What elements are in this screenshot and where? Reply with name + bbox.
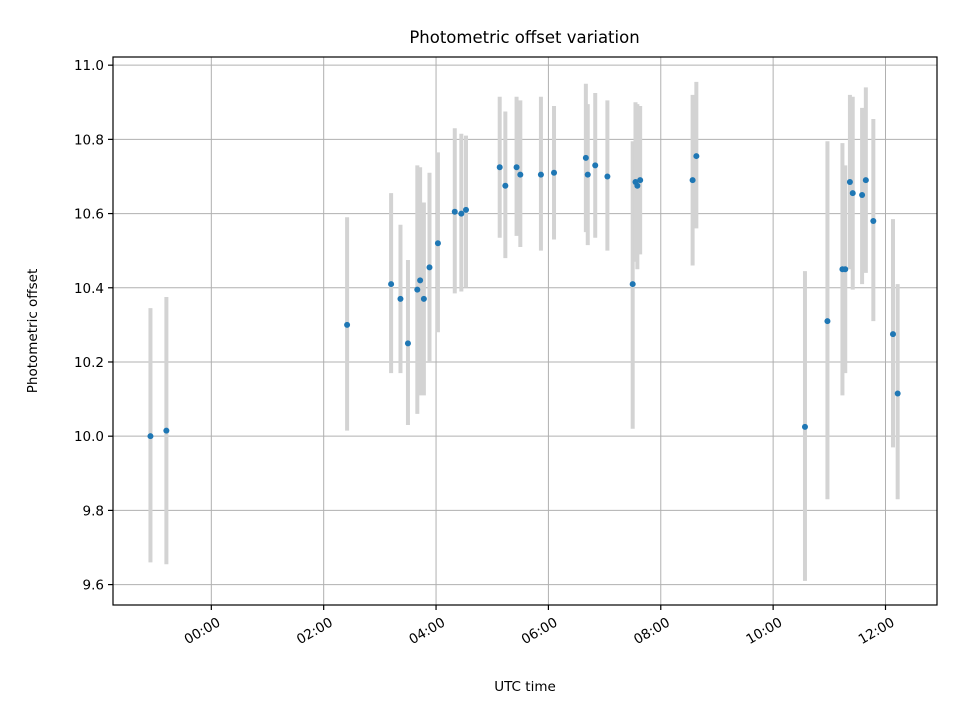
y-axis-label: Photometric offset bbox=[25, 269, 41, 393]
data-point bbox=[496, 164, 503, 171]
data-point bbox=[551, 169, 558, 176]
data-point bbox=[889, 331, 896, 338]
data-points bbox=[147, 153, 901, 440]
data-point bbox=[537, 171, 544, 178]
y-tick-label: 10.4 bbox=[74, 281, 104, 297]
data-point bbox=[420, 295, 427, 302]
data-point bbox=[846, 179, 853, 186]
data-point bbox=[862, 177, 869, 184]
y-tick-label: 9.8 bbox=[83, 503, 104, 519]
data-point bbox=[842, 266, 849, 273]
data-point bbox=[414, 286, 421, 293]
data-point bbox=[502, 182, 509, 189]
data-point bbox=[513, 164, 520, 171]
data-point bbox=[894, 390, 901, 397]
data-point bbox=[434, 240, 441, 247]
data-point bbox=[849, 190, 856, 197]
data-point bbox=[634, 182, 641, 189]
data-point bbox=[637, 177, 644, 184]
grid-lines bbox=[113, 57, 937, 605]
y-axis-ticks: 9.6 9.8 10.0 10.2 10.4 10.6 10.8 11.0 bbox=[74, 58, 113, 594]
data-point bbox=[163, 427, 170, 434]
data-point bbox=[582, 154, 589, 161]
data-point bbox=[693, 153, 700, 160]
data-point bbox=[397, 295, 404, 302]
y-tick-label: 10.6 bbox=[74, 207, 104, 223]
data-point bbox=[801, 423, 808, 430]
data-point bbox=[344, 321, 351, 328]
data-point bbox=[689, 177, 696, 184]
data-point bbox=[388, 281, 395, 288]
y-tick-label: 10.0 bbox=[74, 429, 104, 445]
plot-frame bbox=[112, 56, 938, 606]
data-point bbox=[517, 171, 524, 178]
data-point bbox=[426, 264, 433, 271]
y-tick-label: 10.2 bbox=[74, 355, 104, 371]
y-tick-label: 9.6 bbox=[83, 578, 104, 594]
data-point bbox=[584, 171, 591, 178]
data-point bbox=[147, 433, 154, 440]
data-point bbox=[463, 206, 470, 213]
data-point bbox=[859, 192, 866, 199]
data-point bbox=[458, 210, 465, 217]
data-point bbox=[629, 281, 636, 288]
data-point bbox=[404, 340, 411, 347]
data-point bbox=[870, 217, 877, 224]
data-point bbox=[417, 277, 424, 284]
chart-title: Photometric offset variation bbox=[409, 28, 639, 47]
y-tick-label: 10.8 bbox=[74, 132, 104, 148]
data-point bbox=[604, 173, 611, 180]
x-axis-label: UTC time bbox=[494, 679, 556, 695]
y-tick-label: 11.0 bbox=[74, 58, 104, 74]
data-point bbox=[592, 162, 599, 169]
data-point bbox=[451, 208, 458, 215]
data-point bbox=[824, 318, 831, 325]
